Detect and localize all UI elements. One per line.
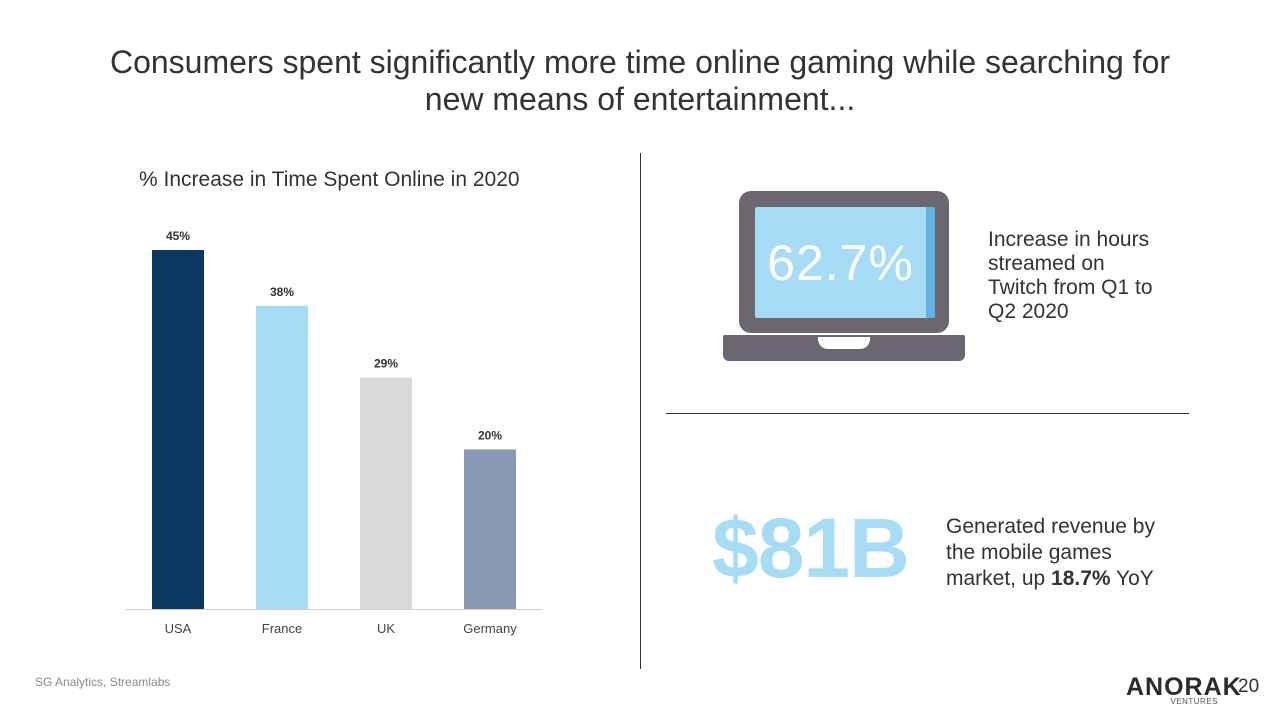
logo-wordmark: ANORAK [1126, 673, 1242, 701]
yoy-growth: 18.7% [1051, 567, 1111, 590]
page-number: 20 [1238, 676, 1260, 697]
x-tick-label: UK [377, 621, 395, 636]
laptop-notch [818, 337, 870, 349]
mobile-revenue-value: $81B [712, 501, 910, 595]
chart-title: % Increase in Time Spent Online in 2020 [139, 168, 520, 191]
mobile-revenue-description: Generated revenue by the mobile games ma… [946, 515, 1155, 590]
vertical-divider [640, 153, 641, 669]
bar-germany [464, 449, 516, 609]
x-tick-label: Germany [463, 621, 517, 636]
data-label: 20% [478, 428, 502, 442]
twitch-stat-description: Increase in hours streamed on Twitch fro… [988, 228, 1153, 323]
x-tick-label: USA [165, 621, 192, 636]
bar-uk [360, 377, 412, 609]
horizontal-divider [666, 413, 1189, 414]
x-tick-label: France [262, 621, 302, 636]
twitch-stat-value: 62.7% [767, 234, 914, 291]
data-label: 38% [270, 285, 294, 299]
company-logo: ANORAK VENTURES [1126, 673, 1242, 709]
bar-france [256, 305, 308, 609]
logo-subtitle: VENTURES [1170, 697, 1218, 706]
source-note: SG Analytics, Streamlabs [35, 675, 171, 689]
data-label: 45% [166, 229, 190, 243]
laptop-icon: 62.7% [720, 185, 970, 365]
bar-chart: 45% USA 38% France 29% UK 20% Germany [126, 229, 542, 636]
laptop-screen: 62.7% [755, 207, 935, 318]
slide-title: Consumers spent significantly more time … [109, 44, 1171, 117]
data-label: 29% [374, 357, 398, 371]
bar-usa [152, 250, 204, 609]
